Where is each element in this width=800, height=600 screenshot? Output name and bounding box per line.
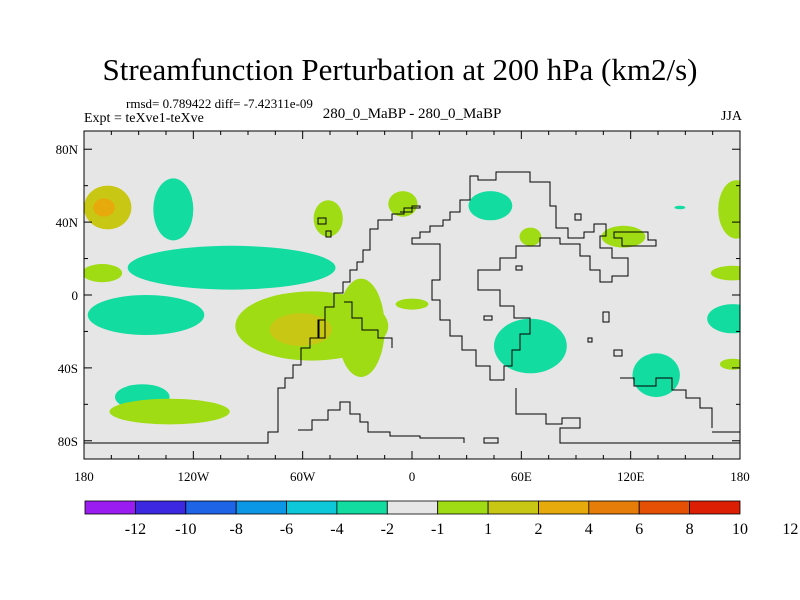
colorbar-label: -1 [431, 521, 444, 538]
x-tick-label: 60E [511, 469, 532, 484]
colorbar-label: 8 [686, 521, 694, 538]
contour-region [395, 298, 429, 310]
season-label: JJA [720, 109, 742, 124]
contour-region [601, 225, 646, 248]
y-tick-label: 0 [72, 288, 79, 303]
colorbar-swatch [84, 500, 136, 515]
island-mark [515, 265, 523, 271]
antarctica-coastline [515, 388, 740, 444]
x-tick-label: 120E [617, 469, 645, 484]
colorbar-label: 4 [585, 521, 593, 538]
colorbar-swatch [286, 500, 338, 515]
island-mark [613, 349, 623, 357]
colorbar-swatch [386, 500, 439, 515]
island-mark [317, 217, 327, 225]
australia-outline [620, 377, 713, 428]
contour-region [153, 178, 194, 241]
americas-coastline [84, 205, 421, 444]
island-mark [602, 311, 610, 323]
contour-region [93, 198, 115, 217]
contour-region [109, 398, 230, 425]
colorbar-label: 12 [782, 521, 798, 538]
stats-label: rmsd= 0.789422 diff= -7.42311e-09 [126, 96, 313, 111]
x-tick-label: 60W [290, 469, 316, 484]
colorbar-swatch [638, 500, 691, 515]
colorbar-label: 1 [484, 521, 492, 538]
contour-region [313, 200, 343, 237]
x-axis: 180 120W 60W 0 60E 120E 180 [74, 131, 750, 484]
contour-region [674, 205, 686, 210]
x-tick-label: 0 [409, 469, 416, 484]
island-mark [574, 213, 582, 221]
contour-region [337, 278, 385, 377]
colorbar-label: 6 [635, 521, 643, 538]
coastline-layer [84, 171, 740, 444]
y-tick-label: 40S [58, 361, 78, 376]
contour-region [87, 295, 205, 335]
contour-region [632, 353, 680, 398]
contour-region [269, 313, 332, 346]
colorbar-label: -8 [230, 521, 243, 538]
colorbar-swatch [487, 500, 539, 515]
island-mark [483, 315, 493, 321]
colorbar-swatch [538, 500, 590, 515]
colorbar-label: 2 [535, 521, 543, 538]
contour-region [388, 191, 418, 217]
chart-title: Streamfunction Perturbation at 200 hPa (… [102, 52, 698, 87]
colorbar: -12 -10 -8 -6 -4 -2 -1 1 2 4 6 8 10 12 [84, 500, 798, 538]
contour-region [519, 227, 542, 246]
colorbar-label: -12 [125, 521, 146, 538]
colorbar-label: 10 [732, 521, 748, 538]
india-asia-detail [613, 231, 657, 247]
colorbar-swatch [336, 500, 388, 515]
island-mark [483, 437, 499, 444]
colorbar-swatch [689, 500, 741, 515]
south-america-east-coastline [344, 301, 393, 348]
experiment-label: Expt = teXve1-teXve [84, 111, 204, 126]
colorbar-label: -10 [175, 521, 196, 538]
y-axis: 80N 40N 0 40S 80S [56, 142, 740, 449]
x-tick-label: 180 [74, 469, 94, 484]
colorbar-label: -6 [280, 521, 293, 538]
y-tick-label: 80N [56, 142, 79, 157]
colorbar-swatch [588, 500, 640, 515]
x-tick-label: 120W [177, 469, 210, 484]
contour-region [468, 191, 513, 221]
island-mark [587, 337, 593, 343]
contour-region [707, 304, 740, 334]
colorbar-swatch [235, 500, 287, 515]
case-subtitle: 280_0_MaBP - 280_0_MaBP [322, 106, 502, 122]
colorbar-label: -2 [381, 521, 394, 538]
contour-region [84, 264, 123, 283]
y-tick-label: 40N [56, 215, 79, 230]
colorbar-swatch [185, 500, 237, 515]
africa-eurasia-outline [411, 171, 629, 381]
antarctic-peninsula-outline [298, 401, 465, 443]
island-mark [325, 230, 332, 238]
contour-region [127, 245, 336, 290]
y-tick-label: 80S [58, 434, 78, 449]
x-tick-label: 180 [730, 469, 750, 484]
contour-region [718, 180, 740, 239]
contour-region [710, 265, 740, 281]
colorbar-label: -4 [330, 521, 343, 538]
colorbar-swatch [134, 500, 187, 515]
contour-region [719, 358, 740, 370]
island-mark [318, 319, 326, 339]
colorbar-swatch [437, 500, 489, 515]
